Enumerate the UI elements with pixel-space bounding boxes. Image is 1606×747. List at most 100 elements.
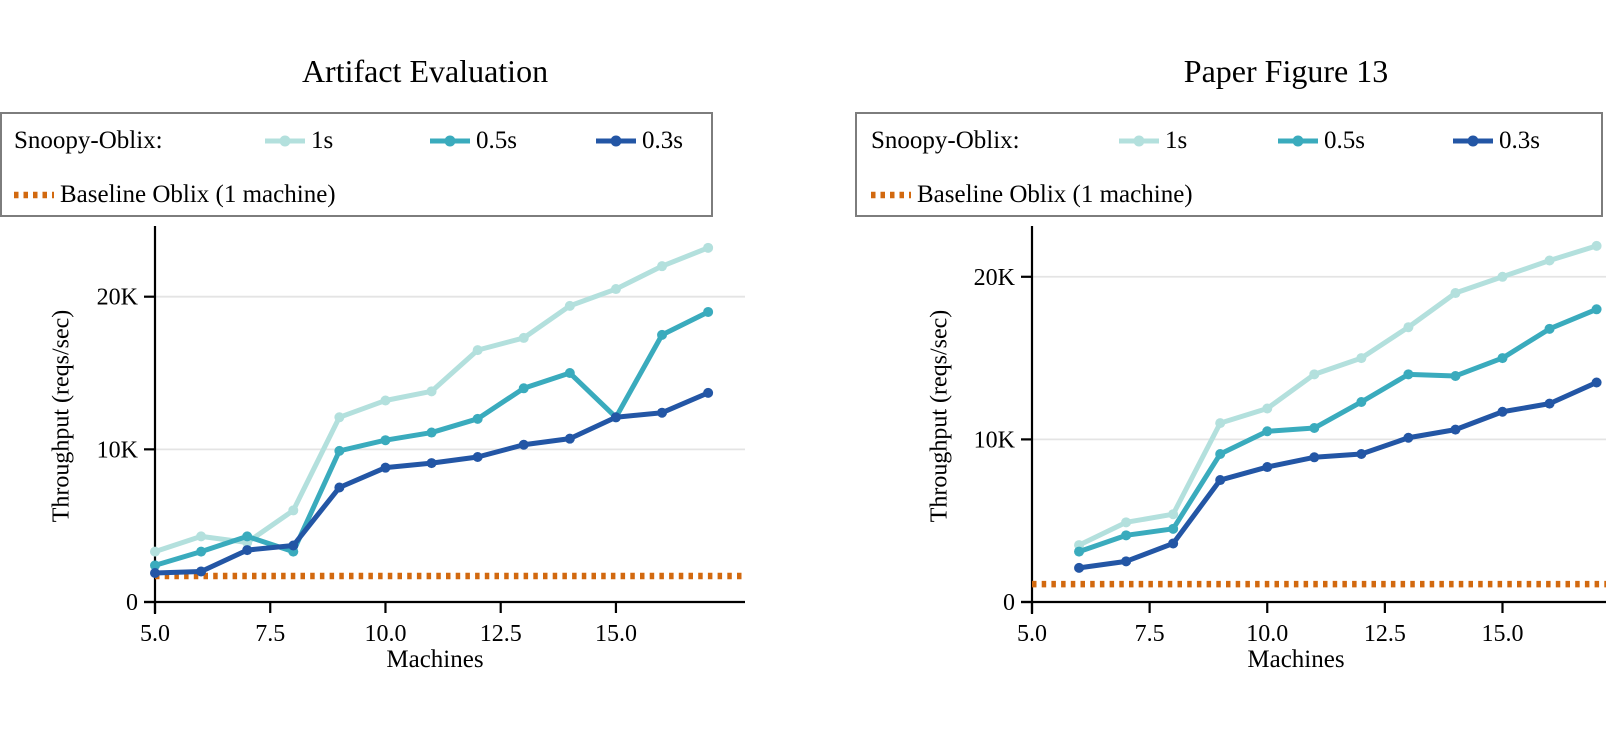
chart-title-right: Paper Figure 13: [1183, 53, 1389, 89]
series-marker-1s: [1544, 255, 1555, 266]
series-marker-0.5s: [196, 546, 207, 557]
x-tick-label: 12.5: [1364, 621, 1406, 647]
legend-entry-03s: 0.3s: [1453, 126, 1540, 156]
legend-entry-baseline: Baseline Oblix (1 machine): [871, 180, 1193, 210]
series-marker-0.3s: [1074, 562, 1085, 573]
series-line-0.5s: [1076, 306, 1600, 555]
legend-label-baseline: Baseline Oblix (1 machine): [60, 181, 336, 208]
y-tick-label: 0: [126, 590, 138, 616]
series-marker-1s: [1497, 271, 1508, 282]
series-marker-0.3s: [518, 439, 529, 450]
series-marker-1s: [1591, 240, 1602, 251]
series-marker-0.5s: [334, 445, 345, 456]
series-marker-0.3s: [1356, 449, 1367, 460]
series-marker-1s: [564, 300, 575, 311]
series-marker-0.5s: [1168, 523, 1179, 534]
legend-label-05s: 0.5s: [476, 127, 517, 154]
legend-line-swatch-1s: [265, 135, 305, 147]
series-marker-0.5s: [1309, 423, 1320, 434]
series-marker-1s: [472, 345, 483, 356]
series-line-0.5s: [152, 309, 711, 568]
legend-line-swatch-05s: [430, 135, 470, 147]
series-marker-1s: [1121, 517, 1132, 528]
x-tick-label: 15.0: [595, 621, 637, 647]
series-marker-0.3s: [703, 387, 714, 398]
x-tick-label: 5.0: [1017, 621, 1047, 647]
series-marker-1s: [150, 546, 160, 557]
series-marker-1s: [1403, 322, 1414, 333]
y-axis-label-left: Throughput (reqs/sec): [48, 309, 75, 523]
x-tick-label: 15.0: [1481, 621, 1523, 647]
series-marker-1s: [518, 332, 529, 343]
series-marker-1s: [1450, 288, 1461, 299]
series-marker-1s: [657, 261, 668, 272]
legend-group-label: Snoopy-Oblix:: [871, 127, 1020, 154]
legend-box-right: Snoopy-Oblix: 1s 0.5s 0.3s: [855, 112, 1603, 217]
legend-dotted-swatch-baseline: [14, 191, 54, 199]
series-marker-0.5s: [564, 368, 575, 379]
series-marker-0.3s: [1168, 538, 1179, 549]
series-marker-0.5s: [1591, 304, 1602, 315]
series-marker-0.3s: [196, 566, 207, 577]
legend-line-swatch-03s: [1453, 135, 1493, 147]
legend-label-03s: 0.3s: [642, 127, 683, 154]
series-marker-0.5s: [1074, 546, 1085, 557]
series-marker-0.5s: [380, 435, 391, 446]
x-tick-label: 12.5: [480, 621, 522, 647]
legend-group-label: Snoopy-Oblix:: [14, 127, 163, 154]
series-marker-0.5s: [1497, 353, 1508, 364]
series-marker-1s: [380, 395, 391, 406]
legend-line-swatch-05s: [1278, 135, 1318, 147]
series-line-1s: [1076, 243, 1600, 548]
y-tick-label: 0: [1003, 590, 1015, 616]
y-axis-label-right: Throughput (reqs/sec): [926, 309, 953, 523]
legend-entry-baseline: Baseline Oblix (1 machine): [14, 180, 336, 210]
series-marker-0.3s: [610, 412, 621, 423]
series-marker-0.3s: [472, 451, 483, 462]
x-tick-label: 5.0: [140, 621, 170, 647]
legend-entry-1s: 1s: [1119, 126, 1187, 156]
chart-title-left: Artifact Evaluation: [301, 53, 549, 89]
legend-line-swatch-03s: [596, 135, 636, 147]
y-tick-label: 10K: [97, 437, 139, 463]
y-tick-label: 10K: [974, 427, 1016, 453]
series-marker-1s: [1215, 418, 1226, 429]
series-marker-0.5s: [426, 427, 437, 438]
series-marker-0.3s: [150, 567, 160, 578]
series-marker-0.3s: [242, 545, 253, 556]
x-axis-label-right: Machines: [1247, 646, 1345, 673]
series-marker-0.3s: [1591, 377, 1602, 388]
series-line-0.3s: [1076, 379, 1600, 571]
x-tick-label: 7.5: [255, 621, 285, 647]
series-marker-0.5s: [1356, 396, 1367, 407]
series-marker-0.3s: [288, 540, 299, 551]
series-marker-1s: [1356, 353, 1367, 364]
series-marker-0.3s: [1544, 398, 1555, 409]
series-marker-0.5s: [1450, 370, 1461, 381]
series-marker-0.3s: [380, 462, 391, 473]
x-tick-label: 10.0: [1246, 621, 1288, 647]
series-line-0.3s: [152, 390, 711, 576]
series-marker-0.3s: [657, 407, 668, 418]
series-marker-1s: [610, 284, 621, 295]
series-marker-0.5s: [518, 383, 529, 394]
series-marker-1s: [196, 531, 207, 542]
series-marker-1s: [288, 505, 299, 516]
series-marker-1s: [703, 242, 714, 253]
x-axis-label-left: Machines: [386, 646, 484, 673]
y-tick-label: 20K: [974, 265, 1016, 291]
series-marker-0.3s: [1497, 406, 1508, 417]
series-marker-0.3s: [334, 482, 345, 493]
series-marker-0.5s: [1215, 449, 1226, 460]
series-marker-0.5s: [242, 531, 253, 542]
series-marker-1s: [1168, 509, 1179, 520]
series-marker-0.3s: [1450, 424, 1461, 435]
x-tick-label: 10.0: [364, 621, 406, 647]
series-marker-0.5s: [1121, 530, 1132, 541]
series-marker-0.3s: [426, 458, 437, 469]
series-marker-0.3s: [564, 433, 575, 444]
y-tick-label: 20K: [97, 285, 139, 311]
series-marker-1s: [1262, 403, 1273, 414]
series-marker-0.3s: [1309, 452, 1320, 463]
